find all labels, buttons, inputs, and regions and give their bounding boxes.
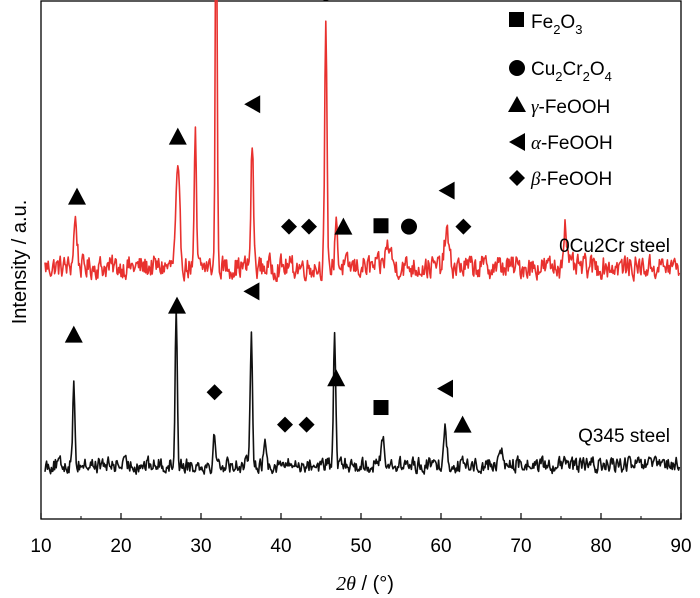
- sample-label-0cu2cr: 0Cu2Cr steel: [559, 236, 670, 257]
- diamond-marker: [455, 218, 472, 235]
- svg-text:γ-FeOOH: γ-FeOOH: [531, 97, 610, 118]
- triangle-up-marker: [168, 127, 187, 145]
- diamond-marker: [277, 416, 293, 433]
- x-tick-label-30: 30: [190, 536, 211, 557]
- legend-triangle-left-icon: [509, 133, 525, 151]
- legend-label-gamma-text: -FeOOH: [539, 97, 611, 118]
- x-tick-label-80: 80: [590, 536, 611, 557]
- triangle-up-marker: [168, 296, 186, 314]
- series-layer: [44, 0, 681, 475]
- legend-label-cu2cr2o4-sub2: 2: [583, 69, 590, 84]
- legend-item-alpha-feooh: α-FeOOH: [509, 133, 613, 154]
- svg-text:Fe2O3: Fe2O3: [531, 12, 582, 37]
- legend-label-cu2cr2o4-part2: Cr: [563, 59, 584, 80]
- svg-text:α-FeOOH: α-FeOOH: [531, 133, 613, 154]
- square-marker: [373, 218, 389, 234]
- x-tick-label-70: 70: [510, 536, 531, 557]
- triangle-up-marker: [68, 187, 86, 205]
- series-line-0cu2cr-steel: [44, 0, 681, 283]
- legend-triangle-up-icon: [508, 96, 526, 112]
- circle-marker: [322, 0, 329, 1]
- legend-label-beta-prefix: β: [530, 169, 541, 190]
- legend-diamond-icon: [509, 170, 525, 186]
- marker-layer: [64, 0, 472, 433]
- triangle-left-marker: [243, 282, 260, 301]
- diamond-marker: [281, 218, 297, 235]
- triangle-up-marker: [453, 415, 472, 433]
- x-tick-label-40: 40: [270, 536, 291, 557]
- series-line-q345-steel: [44, 307, 681, 475]
- x-tick-label-60: 60: [430, 536, 451, 557]
- legend-label-alpha-text: -FeOOH: [541, 133, 613, 154]
- x-tick-label-50: 50: [350, 536, 371, 557]
- triangle-up-marker: [327, 369, 346, 387]
- triangle-up-marker: [334, 217, 353, 235]
- legend-label-cu2cr2o4-sub1: 2: [555, 69, 562, 84]
- x-axis-unit: / (°): [356, 573, 394, 595]
- legend-label-fe2o3-part1: Fe: [531, 12, 553, 33]
- legend-label-alpha-prefix: α: [531, 133, 542, 154]
- legend-square-icon: [509, 12, 524, 27]
- legend-label-cu2cr2o4-part1: Cu: [531, 59, 555, 80]
- legend-item-gamma-feooh: γ-FeOOH: [508, 96, 610, 118]
- diamond-marker: [206, 384, 223, 401]
- x-tick-label-10: 10: [30, 536, 51, 557]
- svg-text:Cu2Cr2O4: Cu2Cr2O4: [531, 59, 612, 84]
- circle-marker: [401, 218, 417, 235]
- legend-label-fe2o3-sub1: 2: [553, 22, 560, 37]
- x-axis-label: 2θ / (°): [336, 573, 394, 595]
- svg-text:β-FeOOH: β-FeOOH: [530, 169, 612, 190]
- legend-item-fe2o3: Fe2O3: [509, 12, 582, 37]
- y-axis-label: Intensity / a.u.: [9, 200, 31, 325]
- x-axis-symbol: 2θ: [336, 573, 356, 595]
- triangle-left-marker: [438, 181, 455, 200]
- x-tick-label-90: 90: [670, 536, 691, 557]
- legend: Fe2O3 Cu2Cr2O4 γ-FeOOH α-FeOOH β-FeOOH: [508, 12, 613, 190]
- sample-label-q345: Q345 steel: [578, 426, 670, 447]
- legend-circle-icon: [509, 60, 525, 76]
- x-tick-label-20: 20: [110, 536, 131, 557]
- legend-label-fe2o3-sub2: 3: [575, 22, 582, 37]
- legend-label-cu2cr2o4-sub3: 4: [605, 69, 612, 84]
- legend-label-cu2cr2o4-part3: O: [590, 59, 605, 80]
- x-axis-ticks: 10 20 30 40 50 60 70 80 90: [30, 513, 692, 557]
- legend-item-cu2cr2o4: Cu2Cr2O4: [509, 59, 612, 84]
- diamond-marker: [298, 416, 315, 433]
- triangle-left-marker: [244, 95, 261, 114]
- legend-label-gamma-prefix: γ: [531, 97, 539, 118]
- legend-label-fe2o3-part2: O: [560, 12, 575, 33]
- diamond-marker: [301, 218, 317, 235]
- triangle-up-marker: [64, 325, 83, 343]
- legend-label-beta-text: -FeOOH: [540, 169, 612, 190]
- triangle-left-marker: [437, 379, 453, 398]
- square-marker: [373, 400, 389, 416]
- legend-item-beta-feooh: β-FeOOH: [509, 169, 612, 190]
